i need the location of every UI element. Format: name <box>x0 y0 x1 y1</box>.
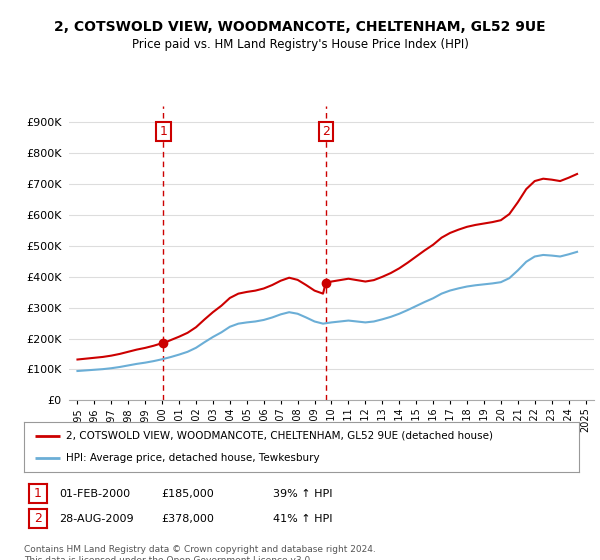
Text: 1: 1 <box>34 487 42 501</box>
Text: HPI: Average price, detached house, Tewkesbury: HPI: Average price, detached house, Tewk… <box>65 453 319 463</box>
Text: £378,000: £378,000 <box>161 514 214 524</box>
Text: 39% ↑ HPI: 39% ↑ HPI <box>273 489 332 499</box>
Text: Price paid vs. HM Land Registry's House Price Index (HPI): Price paid vs. HM Land Registry's House … <box>131 38 469 51</box>
Text: Contains HM Land Registry data © Crown copyright and database right 2024.
This d: Contains HM Land Registry data © Crown c… <box>24 545 376 560</box>
Text: 2: 2 <box>34 512 42 525</box>
Text: 2: 2 <box>322 125 329 138</box>
Text: 28-AUG-2009: 28-AUG-2009 <box>59 514 133 524</box>
Text: 2, COTSWOLD VIEW, WOODMANCOTE, CHELTENHAM, GL52 9UE: 2, COTSWOLD VIEW, WOODMANCOTE, CHELTENHA… <box>54 20 546 34</box>
Text: 41% ↑ HPI: 41% ↑ HPI <box>273 514 332 524</box>
Text: £185,000: £185,000 <box>161 489 214 499</box>
Text: 2, COTSWOLD VIEW, WOODMANCOTE, CHELTENHAM, GL52 9UE (detached house): 2, COTSWOLD VIEW, WOODMANCOTE, CHELTENHA… <box>65 431 493 441</box>
Text: 01-FEB-2000: 01-FEB-2000 <box>59 489 130 499</box>
Text: 1: 1 <box>160 125 167 138</box>
